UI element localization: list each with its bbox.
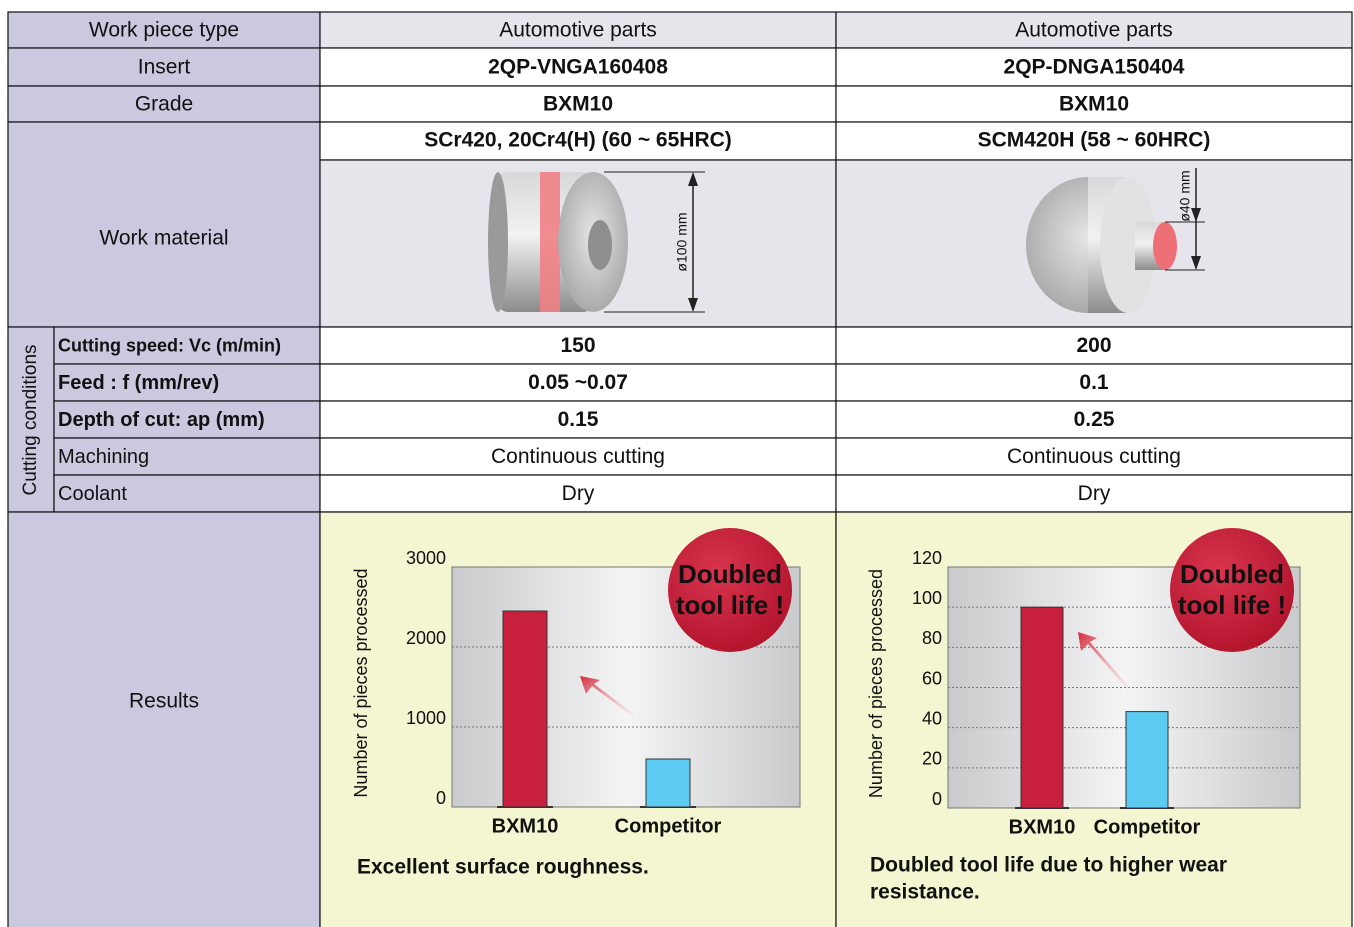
y-axis-label: Number of pieces processed bbox=[351, 568, 371, 797]
table-cell bbox=[319, 11, 837, 49]
badge-text: Doubled bbox=[678, 559, 782, 589]
table-cell bbox=[835, 47, 1353, 87]
y-tick-label: 2000 bbox=[406, 628, 446, 648]
y-tick-label: 20 bbox=[922, 749, 942, 769]
material-name: SCM420H (58 ~ 60HRC) bbox=[978, 129, 1211, 152]
cell-value: BXM10 bbox=[1059, 93, 1129, 116]
cell-value: Automotive parts bbox=[499, 19, 657, 42]
table-cell bbox=[53, 363, 321, 402]
condition-value: 150 bbox=[560, 334, 595, 357]
y-tick-label: 0 bbox=[436, 788, 446, 808]
dimension-label: ø40 mm bbox=[1177, 170, 1193, 221]
condition-label: Cutting speed: Vc (m/min) bbox=[58, 335, 281, 355]
y-tick-label: 1000 bbox=[406, 708, 446, 728]
table-cell bbox=[319, 85, 837, 123]
category-label: Competitor bbox=[615, 815, 722, 837]
y-tick-label: 3000 bbox=[406, 548, 446, 568]
table-cell bbox=[53, 400, 321, 439]
result-note: resistance. bbox=[870, 881, 980, 904]
condition-value: Dry bbox=[1078, 482, 1111, 505]
trend-arrow bbox=[580, 676, 634, 716]
condition-label: Feed : f (mm/rev) bbox=[58, 372, 219, 394]
table-cell bbox=[319, 363, 837, 402]
row-label: Results bbox=[129, 690, 199, 713]
table-cell bbox=[835, 437, 1353, 476]
y-tick-label: 100 bbox=[912, 588, 942, 608]
badge bbox=[1170, 528, 1294, 652]
condition-label: Depth of cut: ap (mm) bbox=[58, 409, 265, 431]
table-cell bbox=[835, 11, 1353, 49]
badge-text: Doubled bbox=[1180, 559, 1284, 589]
table-cell bbox=[835, 474, 1353, 513]
work-piece-drawing bbox=[488, 171, 705, 313]
result-note: Excellent surface roughness. bbox=[357, 856, 649, 879]
bar bbox=[645, 758, 691, 808]
condition-label: Coolant bbox=[58, 483, 127, 505]
condition-value: 0.05 ~0.07 bbox=[528, 371, 628, 394]
cell-value: 2QP-VNGA160408 bbox=[488, 56, 668, 79]
condition-value: Continuous cutting bbox=[491, 445, 665, 468]
condition-value: 0.1 bbox=[1079, 371, 1109, 394]
badge-text: tool life ! bbox=[1178, 590, 1286, 620]
condition-value: Continuous cutting bbox=[1007, 445, 1181, 468]
category-label: Competitor bbox=[1094, 816, 1201, 838]
row-label: Insert bbox=[138, 56, 191, 79]
y-tick-label: 60 bbox=[922, 668, 942, 688]
table-cell bbox=[53, 474, 321, 513]
work-piece-drawing bbox=[1026, 168, 1205, 313]
bar bbox=[502, 610, 548, 808]
table-cell bbox=[53, 437, 321, 476]
table-cell bbox=[835, 326, 1353, 365]
result-note: Doubled tool life due to higher wear bbox=[870, 854, 1227, 877]
row-label: Work material bbox=[99, 227, 228, 250]
cell-value: 2QP-DNGA150404 bbox=[1004, 56, 1185, 79]
table-cell bbox=[835, 400, 1353, 439]
table-cell bbox=[835, 363, 1353, 402]
cell-value: BXM10 bbox=[543, 93, 613, 116]
condition-value: 0.15 bbox=[558, 408, 599, 431]
y-tick-label: 0 bbox=[932, 789, 942, 809]
condition-label: Machining bbox=[58, 446, 149, 468]
badge-text: tool life ! bbox=[676, 590, 784, 620]
table bbox=[7, 11, 1353, 927]
cell-value: Automotive parts bbox=[1015, 19, 1173, 42]
group-label: Cutting conditions bbox=[20, 344, 41, 495]
material-name: SCr420, 20Cr4(H) (60 ~ 65HRC) bbox=[424, 129, 732, 152]
table-cell bbox=[7, 511, 321, 927]
category-label: BXM10 bbox=[1009, 816, 1076, 838]
badge bbox=[668, 528, 792, 652]
bar bbox=[1125, 711, 1169, 809]
table-cell bbox=[319, 400, 837, 439]
condition-value: 200 bbox=[1076, 334, 1111, 357]
y-tick-label: 120 bbox=[912, 548, 942, 568]
y-tick-label: 80 bbox=[922, 628, 942, 648]
trend-arrow bbox=[1078, 632, 1130, 690]
dimension-label: ø100 mm bbox=[674, 212, 690, 271]
bar bbox=[1020, 606, 1064, 809]
condition-value: Dry bbox=[562, 482, 595, 505]
table-cell bbox=[319, 474, 837, 513]
table-cell bbox=[53, 326, 321, 365]
row-label: Work piece type bbox=[89, 19, 239, 42]
y-axis-label: Number of pieces processed bbox=[866, 569, 886, 798]
category-label: BXM10 bbox=[492, 815, 559, 837]
y-tick-label: 40 bbox=[922, 708, 942, 728]
table-cell bbox=[319, 326, 837, 365]
table-cell bbox=[7, 121, 321, 328]
table-cell bbox=[7, 11, 321, 49]
condition-value: 0.25 bbox=[1074, 408, 1115, 431]
row-label: Grade bbox=[135, 93, 193, 116]
